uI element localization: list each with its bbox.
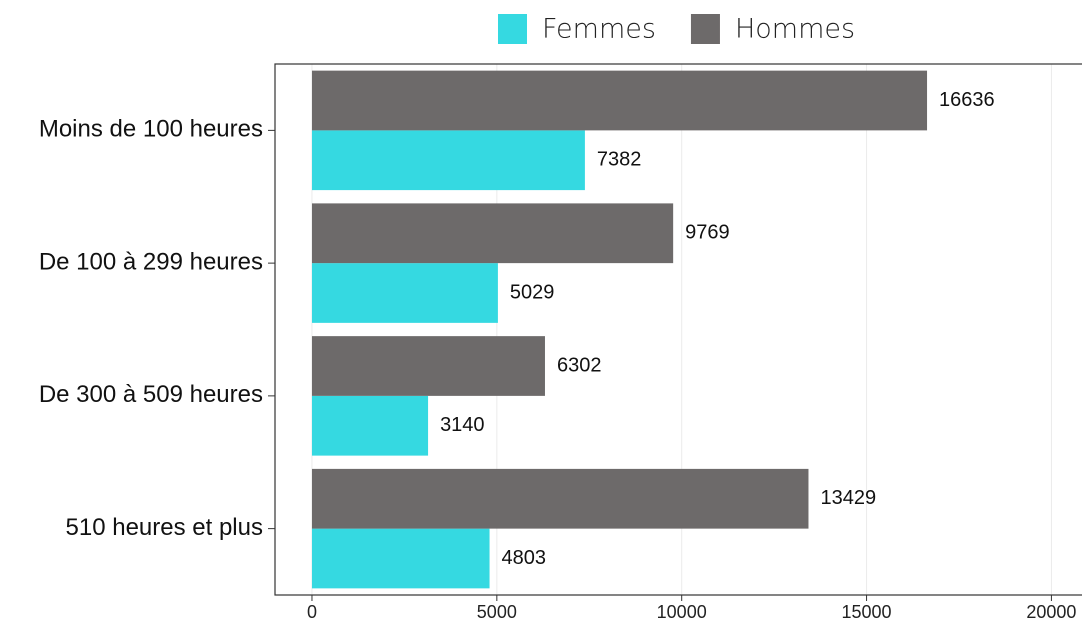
value-label: 9769 xyxy=(685,222,730,244)
bar xyxy=(311,336,545,396)
value-label: 7382 xyxy=(597,149,642,171)
legend-swatch xyxy=(690,14,720,44)
legend-label: Femmes xyxy=(542,14,656,45)
bar xyxy=(311,203,674,264)
value-label: 4803 xyxy=(502,547,547,569)
bar xyxy=(311,70,928,131)
x-tick-label: 0 xyxy=(307,602,317,622)
y-tick-label: De 100 à 299 heures xyxy=(39,248,263,275)
y-tick-label: 510 heures et plus xyxy=(66,514,263,541)
value-label: 16636 xyxy=(939,89,995,111)
y-tick-label: Moins de 100 heures xyxy=(39,116,263,143)
value-label: 5029 xyxy=(510,281,555,303)
value-label: 3140 xyxy=(440,414,485,436)
plot-border xyxy=(274,63,1082,596)
x-tick-label: 15000 xyxy=(842,602,892,622)
legend-label: Hommes xyxy=(735,14,855,45)
value-label: 13429 xyxy=(820,487,876,509)
x-tick-label: 10000 xyxy=(657,602,707,622)
y-tick-label: De 300 à 509 heures xyxy=(39,381,263,408)
x-tick-label: 20000 xyxy=(1026,602,1076,622)
bar xyxy=(311,528,490,589)
value-label: 6302 xyxy=(557,354,602,376)
legend-swatch xyxy=(498,14,527,44)
bar xyxy=(311,468,809,529)
bar xyxy=(311,395,429,456)
bar xyxy=(311,130,585,191)
x-tick-label: 5000 xyxy=(477,602,517,622)
bar xyxy=(311,263,498,323)
